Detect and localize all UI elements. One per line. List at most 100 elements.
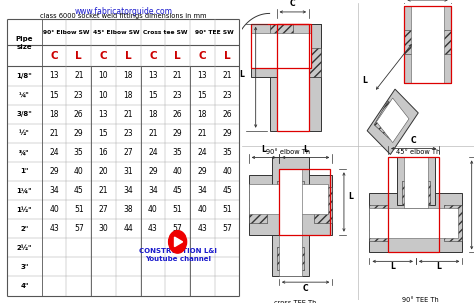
Text: 90° elbow Th: 90° elbow Th	[266, 148, 310, 155]
Text: 40: 40	[49, 205, 59, 214]
Text: 23: 23	[123, 129, 133, 138]
Text: C: C	[199, 51, 206, 61]
Text: 18: 18	[198, 110, 207, 119]
Text: 26: 26	[173, 110, 182, 119]
Text: 13: 13	[99, 110, 108, 119]
Text: 34: 34	[148, 186, 158, 195]
Bar	[279, 169, 302, 276]
Polygon shape	[376, 98, 409, 143]
Text: C: C	[100, 51, 107, 61]
Text: 15: 15	[148, 91, 158, 100]
Bar	[277, 48, 309, 131]
Bar	[411, 6, 444, 83]
Text: cross TEE Th: cross TEE Th	[274, 300, 316, 303]
Text: 45: 45	[74, 186, 83, 195]
Text: 57: 57	[173, 224, 182, 233]
Text: 44: 44	[123, 224, 133, 233]
Text: 21: 21	[222, 72, 232, 81]
Bar	[404, 30, 451, 54]
Text: 45: 45	[173, 186, 182, 195]
Text: 18: 18	[123, 91, 133, 100]
Text: 34: 34	[123, 186, 133, 195]
Text: 10: 10	[99, 72, 108, 81]
Bar	[251, 33, 311, 68]
Text: 27: 27	[99, 205, 108, 214]
Text: 43: 43	[49, 224, 59, 233]
Text: 21: 21	[99, 186, 108, 195]
Text: 18: 18	[123, 72, 133, 81]
Polygon shape	[367, 89, 418, 155]
Text: 23: 23	[74, 91, 83, 100]
Text: 21: 21	[198, 129, 207, 138]
Bar	[402, 181, 430, 205]
Text: 29: 29	[148, 167, 158, 176]
Text: 15: 15	[49, 91, 59, 100]
Text: L: L	[261, 145, 266, 154]
Text: L: L	[303, 145, 308, 154]
Text: L: L	[125, 51, 131, 61]
Text: 29: 29	[74, 129, 83, 138]
Text: L: L	[174, 51, 181, 61]
Text: 20: 20	[99, 167, 108, 176]
Text: 57: 57	[222, 224, 232, 233]
Text: 40: 40	[74, 167, 83, 176]
Text: 31: 31	[123, 167, 133, 176]
Text: 1": 1"	[20, 168, 28, 175]
Text: C: C	[303, 284, 309, 293]
Text: 13: 13	[198, 72, 207, 81]
Bar	[314, 187, 332, 223]
Text: 18: 18	[49, 110, 59, 119]
Bar	[404, 158, 428, 208]
Text: C: C	[290, 0, 296, 8]
Bar	[370, 193, 462, 252]
Text: 57: 57	[74, 224, 83, 233]
Bar	[249, 187, 267, 223]
Text: 18: 18	[148, 110, 158, 119]
Text: 15: 15	[198, 91, 207, 100]
Text: ¼": ¼"	[19, 92, 30, 98]
Text: 21: 21	[123, 110, 133, 119]
Bar	[397, 158, 435, 205]
Bar	[370, 208, 458, 238]
Text: C: C	[50, 51, 58, 61]
Bar	[270, 24, 321, 131]
Text: 90° TEE Th: 90° TEE Th	[402, 297, 439, 303]
Text: L: L	[390, 262, 395, 271]
Text: L: L	[348, 192, 353, 201]
Text: 40: 40	[148, 205, 158, 214]
Text: 51: 51	[222, 205, 232, 214]
Text: 26: 26	[74, 110, 83, 119]
Text: 29: 29	[222, 129, 232, 138]
Text: 4": 4"	[20, 283, 28, 289]
Text: 90° Elbow SW: 90° Elbow SW	[43, 30, 90, 35]
Polygon shape	[374, 101, 404, 140]
Bar	[277, 24, 309, 131]
Text: 29: 29	[173, 129, 182, 138]
Text: 90° TEE SW: 90° TEE SW	[195, 30, 234, 35]
Text: 13: 13	[148, 72, 158, 81]
Text: C: C	[149, 51, 157, 61]
Text: L: L	[363, 76, 367, 85]
Text: 26: 26	[222, 110, 232, 119]
Text: 13: 13	[49, 72, 59, 81]
Text: 2½": 2½"	[17, 245, 32, 251]
Bar	[404, 6, 451, 83]
Text: Cross tee SW: Cross tee SW	[143, 30, 188, 35]
Text: 43: 43	[198, 224, 207, 233]
Text: 45: 45	[222, 186, 232, 195]
Bar	[388, 158, 439, 252]
Text: www.fabricatorguide.com: www.fabricatorguide.com	[74, 8, 172, 16]
Text: Pipe
size: Pipe size	[16, 36, 33, 50]
Text: 40: 40	[222, 167, 232, 176]
Text: 21: 21	[49, 129, 59, 138]
Bar	[249, 184, 328, 214]
Text: L: L	[75, 51, 82, 61]
Text: 3": 3"	[20, 264, 28, 270]
Bar	[298, 48, 321, 77]
Text: 30: 30	[99, 224, 109, 233]
Text: 35: 35	[74, 148, 83, 157]
Text: ¾": ¾"	[19, 149, 30, 155]
Bar	[251, 24, 311, 68]
Text: 40: 40	[173, 167, 182, 176]
Text: 51: 51	[74, 205, 83, 214]
